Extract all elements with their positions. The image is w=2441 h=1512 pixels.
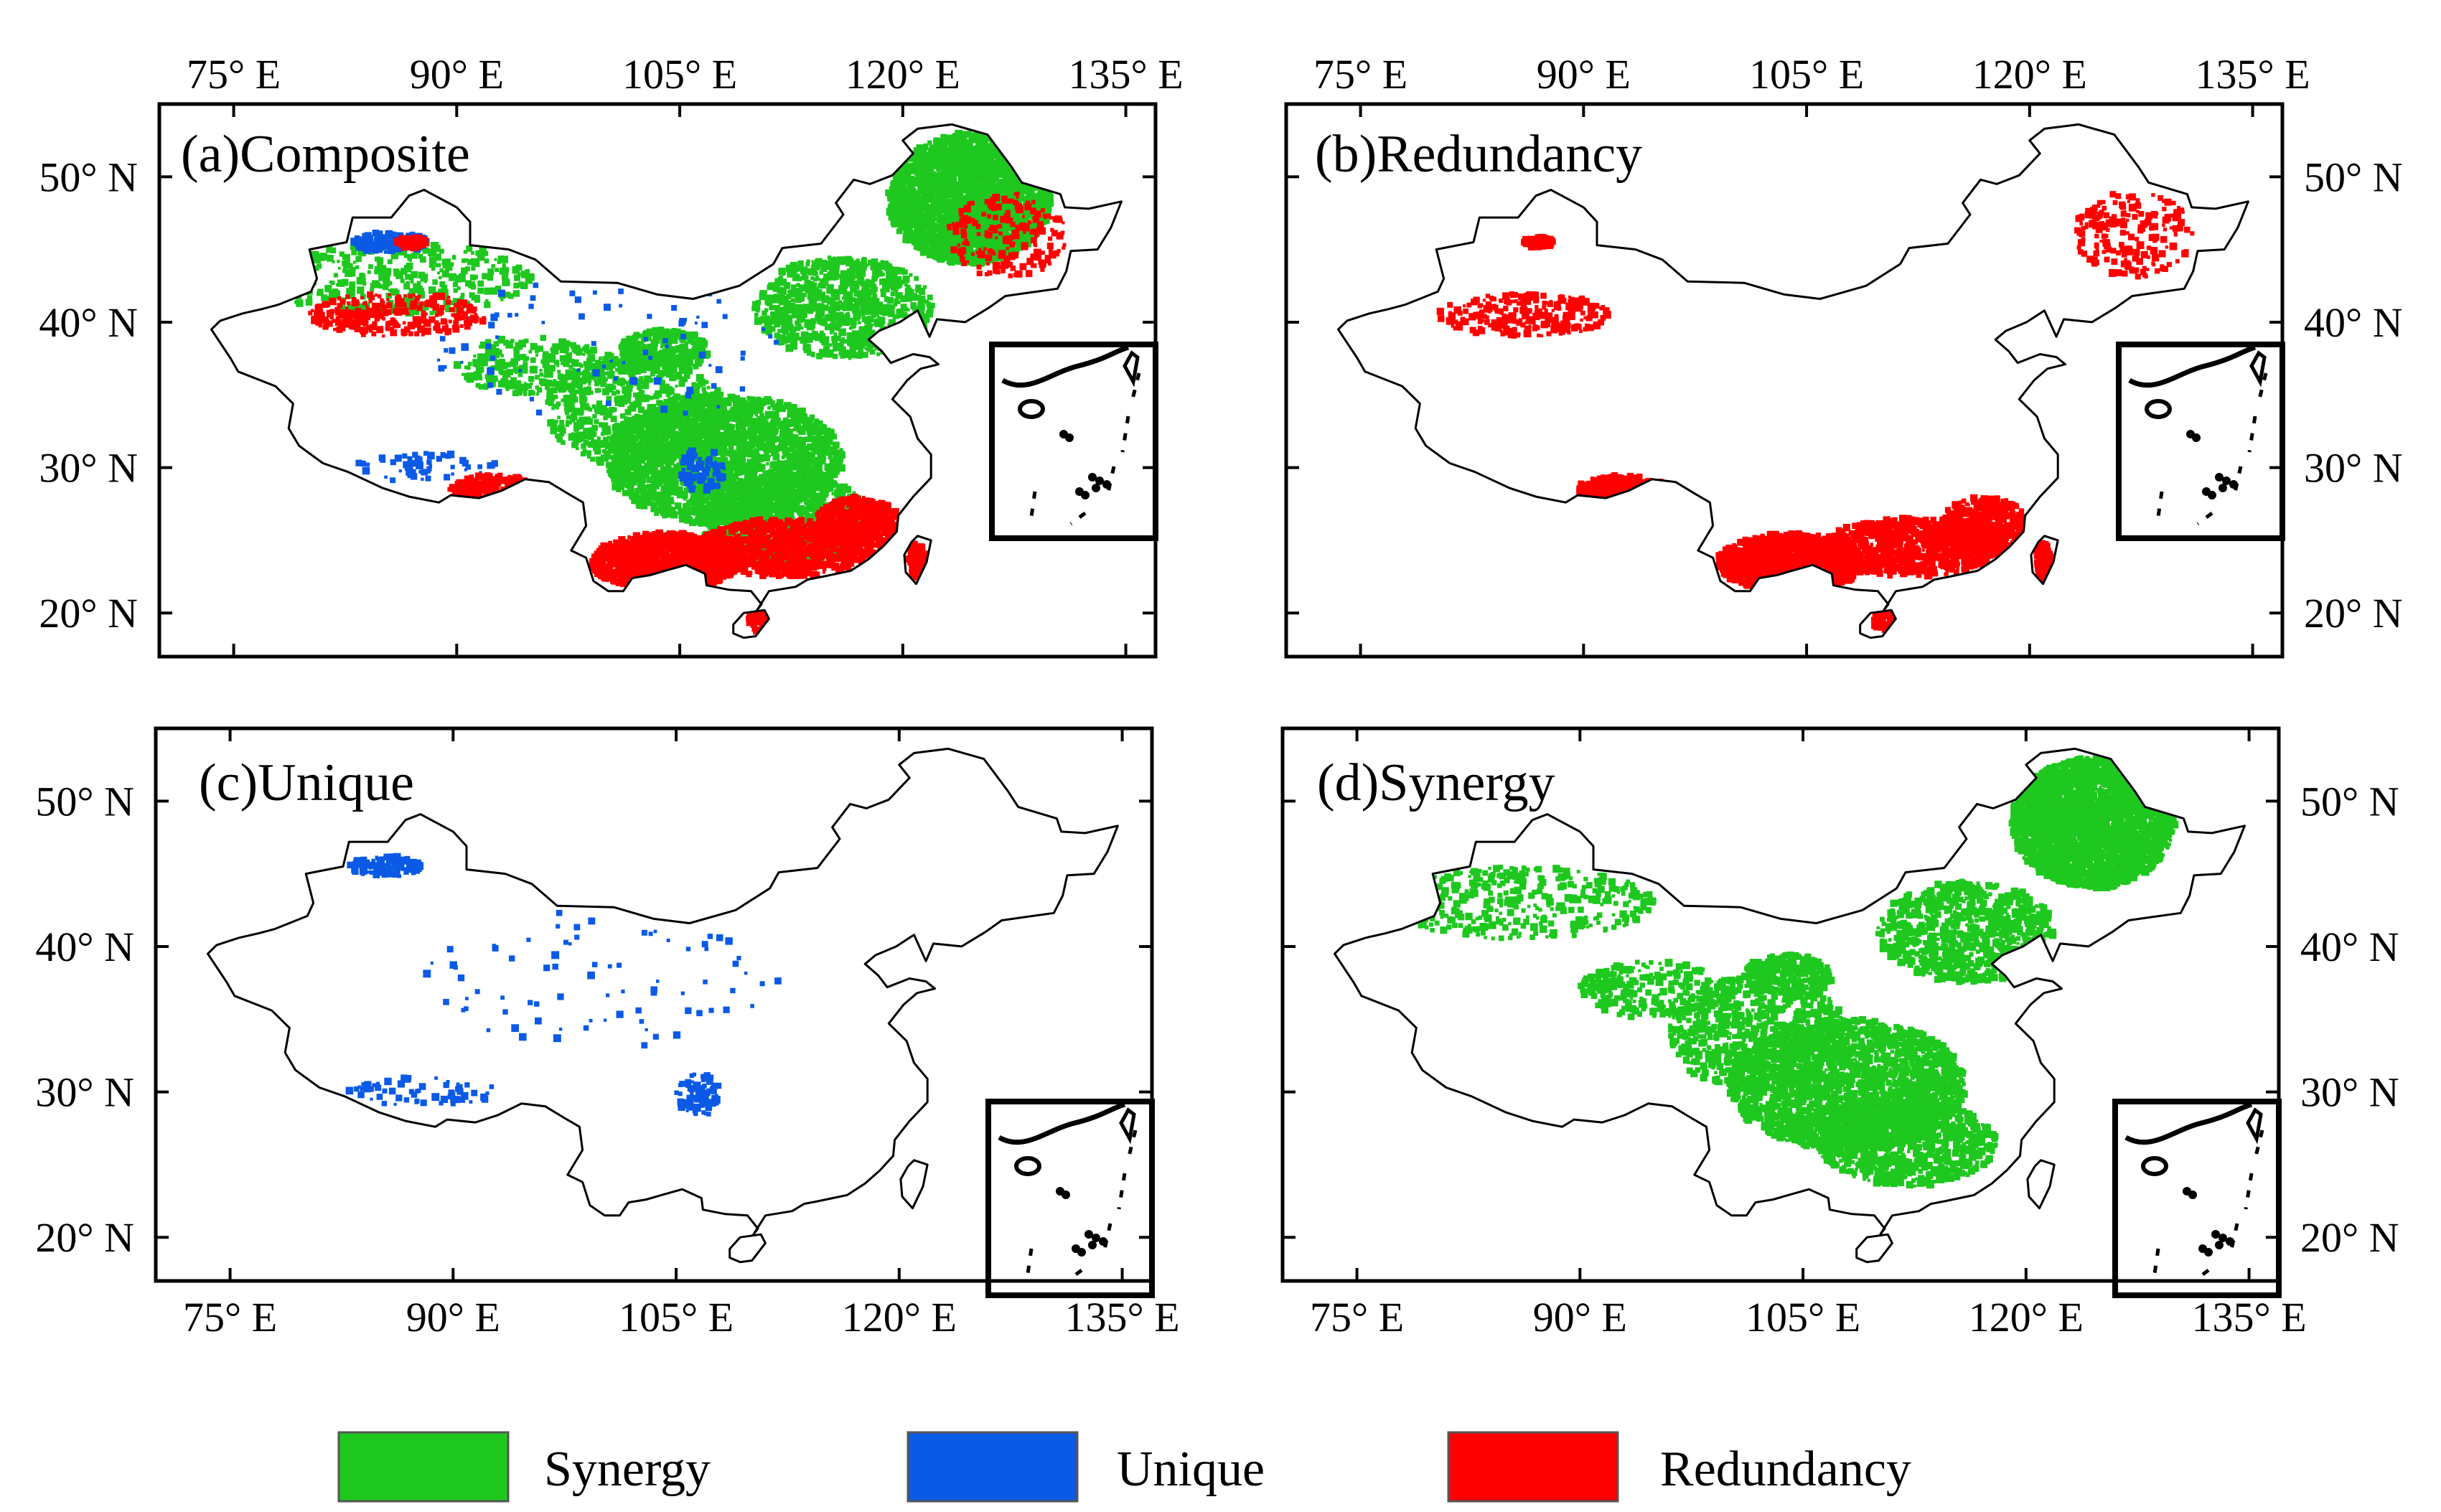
china-boundary xyxy=(210,123,1123,639)
panel-label-unique: (c)Unique xyxy=(199,753,414,812)
lat-tick-label: 40° N xyxy=(35,924,134,970)
lat-tick-label: 20° N xyxy=(2300,1214,2399,1261)
lon-tick-label: 75° E xyxy=(183,1294,277,1340)
legend-swatch-synergy xyxy=(337,1431,510,1503)
lon-tick-label: 105° E xyxy=(1746,1294,1860,1340)
inset-south-china-sea xyxy=(989,342,1158,541)
legend-label-redundancy: Redundancy xyxy=(1660,1442,1911,1497)
inset-south-china-sea xyxy=(2116,342,2285,541)
lon-tick-label: 120° E xyxy=(845,51,960,98)
lat-tick-label: 50° N xyxy=(39,154,138,200)
inset-south-china-sea xyxy=(985,1099,1155,1298)
china-boundary xyxy=(1337,123,2249,639)
lat-tick-label: 50° N xyxy=(35,778,134,825)
lat-tick-label: 20° N xyxy=(2304,590,2403,637)
lon-tick-label: 75° E xyxy=(1310,1294,1404,1340)
map-border xyxy=(157,102,1158,659)
panel-label-synergy: (d)Synergy xyxy=(1317,753,1555,812)
lat-tick-label: 40° N xyxy=(2300,924,2399,970)
lat-tick-label: 30° N xyxy=(35,1069,134,1116)
lat-tick-label: 40° N xyxy=(39,299,138,346)
lon-tick-label: 75° E xyxy=(1313,51,1407,98)
legend-swatch-unique xyxy=(906,1431,1079,1503)
legend-label-synergy: Synergy xyxy=(544,1442,711,1497)
lat-tick-label: 50° N xyxy=(2304,154,2403,200)
lat-tick-label: 30° N xyxy=(2300,1069,2399,1116)
lon-tick-label: 90° E xyxy=(406,1294,500,1340)
legend-item-unique: Unique xyxy=(906,1431,1265,1503)
lon-tick-label: 135° E xyxy=(1069,51,1184,98)
legend-swatch-redundancy xyxy=(1447,1431,1619,1503)
china-boundary xyxy=(207,747,1119,1264)
panel-unique: 75° E 90° E 105° E 120° E 135° E 50° N 40° N 3… xyxy=(35,726,1180,1340)
panel-label-composite: (a)Composite xyxy=(181,125,470,184)
lon-tick-label: 90° E xyxy=(410,51,504,98)
map-border xyxy=(1280,726,2281,1283)
lat-tick-label: 30° N xyxy=(2304,445,2403,492)
raster-layer xyxy=(266,129,1067,636)
lat-tick-label: 20° N xyxy=(39,590,138,637)
lon-tick-label: 105° E xyxy=(1749,51,1864,98)
lon-tick-label: 90° E xyxy=(1533,1294,1627,1340)
lon-tick-label: 120° E xyxy=(1972,51,2087,98)
synergy-pixels xyxy=(1387,754,2179,1189)
legend-label-unique: Unique xyxy=(1117,1442,1265,1497)
panel-composite: 75° E 90° E 105° E 120° E 135° E 50° N 40° N 3… xyxy=(39,51,1184,659)
legend-item-synergy: Synergy xyxy=(337,1431,711,1503)
lon-tick-label: 120° E xyxy=(842,1294,957,1340)
raster-layer xyxy=(1436,191,2195,634)
unique-pixels xyxy=(345,853,782,1117)
raster-layer xyxy=(1387,754,2179,1189)
raster-layer xyxy=(345,853,782,1117)
map-border xyxy=(154,726,1154,1283)
panel-redundancy: 75° E 90° E 105° E 120° E 135° E 50° N 40° N 3… xyxy=(1284,51,2403,659)
china-boundary xyxy=(1334,747,2246,1264)
lon-tick-label: 105° E xyxy=(622,51,737,98)
panel-label-redundancy: (b)Redundancy xyxy=(1315,125,1642,184)
legend: Synergy Unique Redundancy xyxy=(337,1431,1911,1503)
legend-item-redundancy: Redundancy xyxy=(1447,1431,1911,1503)
redundancy-pixels xyxy=(1436,191,2195,634)
inset-south-china-sea xyxy=(2112,1099,2282,1298)
lat-tick-label: 20° N xyxy=(35,1214,134,1261)
redundancy-pixels xyxy=(308,192,1067,636)
panel-synergy: 75° E 90° E 105° E 120° E 135° E 50° N 40° N 3… xyxy=(1280,726,2399,1340)
lat-tick-label: 40° N xyxy=(2304,299,2403,346)
map-border xyxy=(1284,102,2285,659)
lon-tick-label: 105° E xyxy=(619,1294,734,1340)
lon-tick-label: 90° E xyxy=(1537,51,1631,98)
lon-tick-label: 75° E xyxy=(187,51,281,98)
lat-tick-label: 50° N xyxy=(2300,778,2399,825)
lat-tick-label: 30° N xyxy=(39,445,138,492)
lon-tick-label: 135° E xyxy=(1065,1294,1180,1340)
lon-tick-label: 120° E xyxy=(1969,1294,2084,1340)
lon-tick-label: 135° E xyxy=(2196,51,2310,98)
lon-tick-label: 135° E xyxy=(2192,1294,2307,1340)
